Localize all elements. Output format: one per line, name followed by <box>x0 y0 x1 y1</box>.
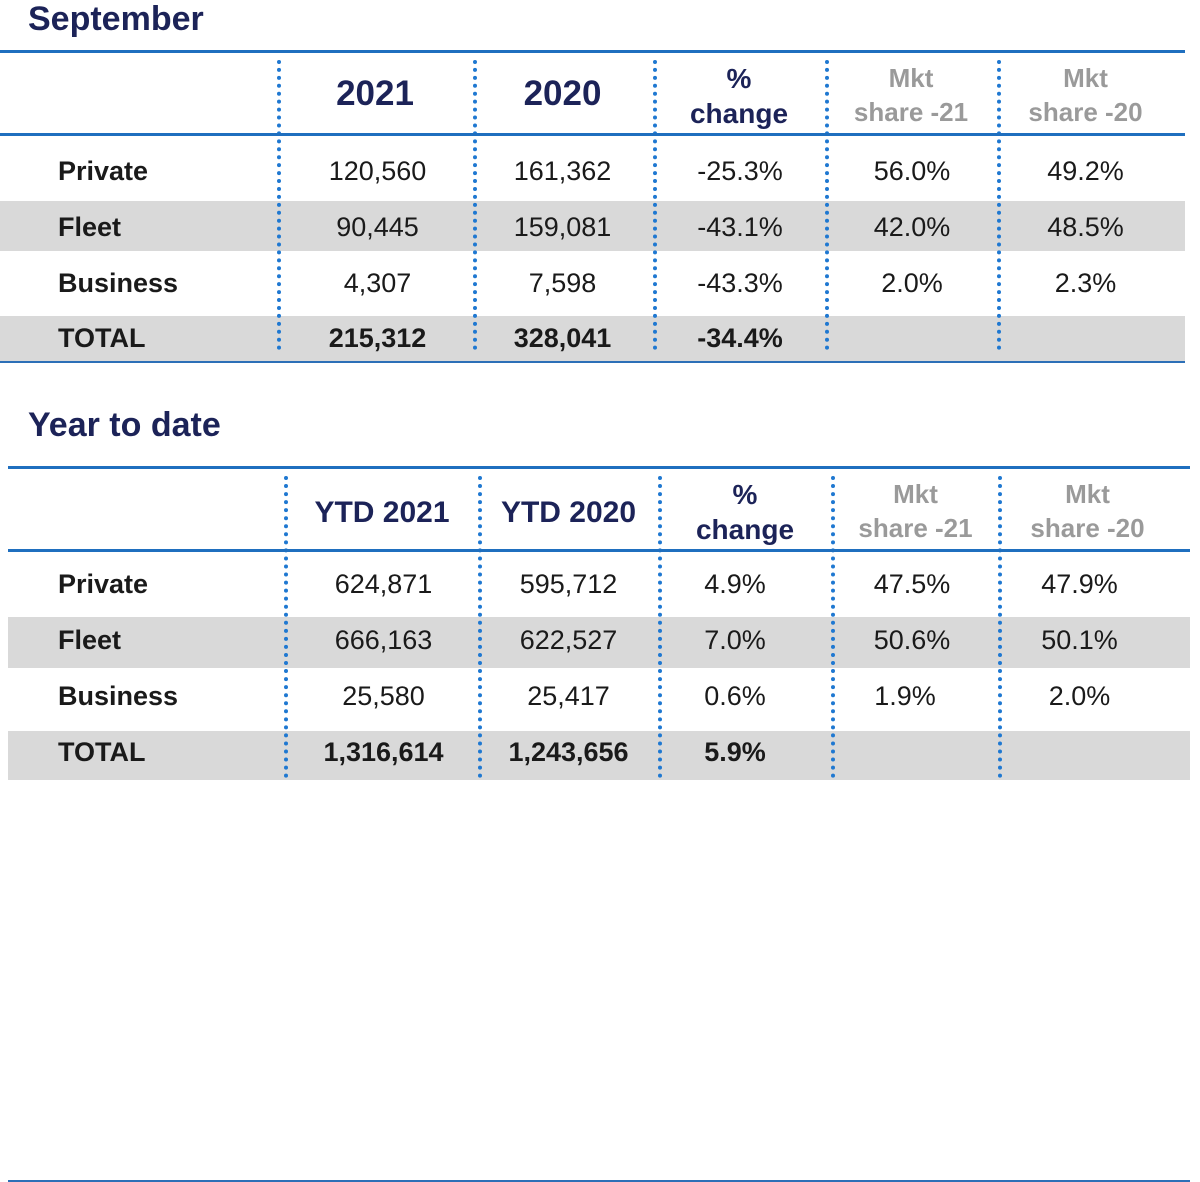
ytd-cell-change: 4.9% <box>704 569 766 599</box>
ytd-cell-change: 0.6% <box>704 681 766 711</box>
september-cell-change: -25.3% <box>697 156 783 186</box>
september-cell-2021: 4,307 <box>343 268 412 298</box>
september-header-2021: 2021 <box>336 74 414 113</box>
september-header-pct-line1: % <box>726 63 752 94</box>
september-total-2021: 215,312 <box>328 323 427 353</box>
september-row-band-fleet <box>0 201 1185 251</box>
september-cell-share21: 56.0% <box>873 156 951 186</box>
september-total-label: TOTAL <box>58 323 146 353</box>
september-header-mkt21-line2: share -21 <box>853 97 969 127</box>
ytd-row-label: Fleet <box>58 625 122 655</box>
september-cell-change: -43.3% <box>697 268 783 298</box>
september-cell-share21: 2.0% <box>881 268 943 298</box>
september-cell-share20: 48.5% <box>1047 212 1124 242</box>
september-top-rule <box>0 50 1185 53</box>
september-divider-4 <box>825 60 829 350</box>
ytd-header-pct-line2: change <box>695 514 795 545</box>
september-cell-2020: 159,081 <box>513 212 612 242</box>
ytd-total-label: TOTAL <box>58 737 146 767</box>
september-divider-5 <box>997 60 1001 350</box>
ytd-cell-2021: 624,871 <box>334 569 433 599</box>
september-cell-2020: 7,598 <box>528 268 597 298</box>
september-cell-2021: 90,445 <box>336 212 419 242</box>
ytd-cell-share21: 47.5% <box>873 569 951 599</box>
ytd-cell-share20: 2.0% <box>1048 681 1111 711</box>
ytd-header-mkt21-line1: Mkt <box>893 479 938 509</box>
september-cell-share20: 2.3% <box>1054 268 1117 298</box>
september-header-pct-line2: change <box>689 98 789 129</box>
september-row-band-total <box>0 316 1185 361</box>
ytd-cell-2021: 25,580 <box>342 681 425 711</box>
september-header-rule <box>0 133 1185 136</box>
september-header-2020: 2020 <box>523 74 602 113</box>
ytd-cell-2020: 595,712 <box>519 569 618 599</box>
september-title: September <box>28 0 204 38</box>
ytd-cell-share20: 50.1% <box>1041 625 1118 655</box>
ytd-divider-3 <box>658 476 662 778</box>
september-cell-share20: 49.2% <box>1047 156 1124 186</box>
september-total-change: -34.4% <box>697 323 783 353</box>
ytd-header-mkt20-line1: Mkt <box>1065 479 1110 509</box>
ytd-total-2020: 1,243,656 <box>508 737 629 767</box>
ytd-cell-2020: 622,527 <box>519 625 618 655</box>
ytd-header-mkt21-line2: share -21 <box>858 513 973 543</box>
ytd-row-label: Private <box>58 569 149 599</box>
september-header-mkt20-line1: Mkt <box>1063 63 1108 93</box>
ytd-divider-4 <box>831 476 835 778</box>
september-bottom-rule <box>0 361 1185 363</box>
ytd-header-mkt20-line2: share -20 <box>1030 513 1145 543</box>
ytd-header-pct-line1: % <box>732 479 758 510</box>
september-cell-2021: 120,560 <box>328 156 427 186</box>
ytd-row-label: Business <box>58 681 179 711</box>
ytd-cell-2020: 25,417 <box>527 681 610 711</box>
ytd-divider-5 <box>998 476 1002 778</box>
ytd-cell-share21: 50.6% <box>873 625 951 655</box>
ytd-total-change: 5.9% <box>704 737 766 767</box>
ytd-divider-1 <box>284 476 288 778</box>
ytd-total-2021: 1,316,614 <box>323 737 444 767</box>
september-row-label: Private <box>58 156 149 186</box>
september-divider-3 <box>653 60 657 350</box>
september-total-2020: 328,041 <box>513 323 612 353</box>
ytd-cell-change: 7.0% <box>704 625 766 655</box>
september-row-label: Business <box>58 268 179 298</box>
ytd-cell-share21: 1.9% <box>874 681 936 711</box>
ytd-header-2021: YTD 2021 <box>314 496 450 529</box>
september-divider-1 <box>277 60 281 350</box>
ytd-header-2020: YTD 2020 <box>500 496 637 529</box>
september-cell-2020: 161,362 <box>513 156 612 186</box>
ytd-row-band-total <box>8 731 1190 780</box>
ytd-row-band-fleet <box>8 617 1190 668</box>
september-header-mkt20-line2: share -20 <box>1028 97 1143 127</box>
ytd-title: Year to date <box>28 406 221 444</box>
ytd-top-rule <box>8 466 1190 469</box>
ytd-header-rule <box>8 549 1190 552</box>
september-cell-change: -43.1% <box>697 212 783 242</box>
september-cell-share21: 42.0% <box>873 212 951 242</box>
ytd-divider-2 <box>478 476 482 778</box>
september-divider-2 <box>473 60 477 350</box>
september-row-label: Fleet <box>58 212 122 242</box>
ytd-cell-share20: 47.9% <box>1041 569 1118 599</box>
september-header-mkt21-line1: Mkt <box>888 63 934 93</box>
ytd-cell-2021: 666,163 <box>334 625 433 655</box>
